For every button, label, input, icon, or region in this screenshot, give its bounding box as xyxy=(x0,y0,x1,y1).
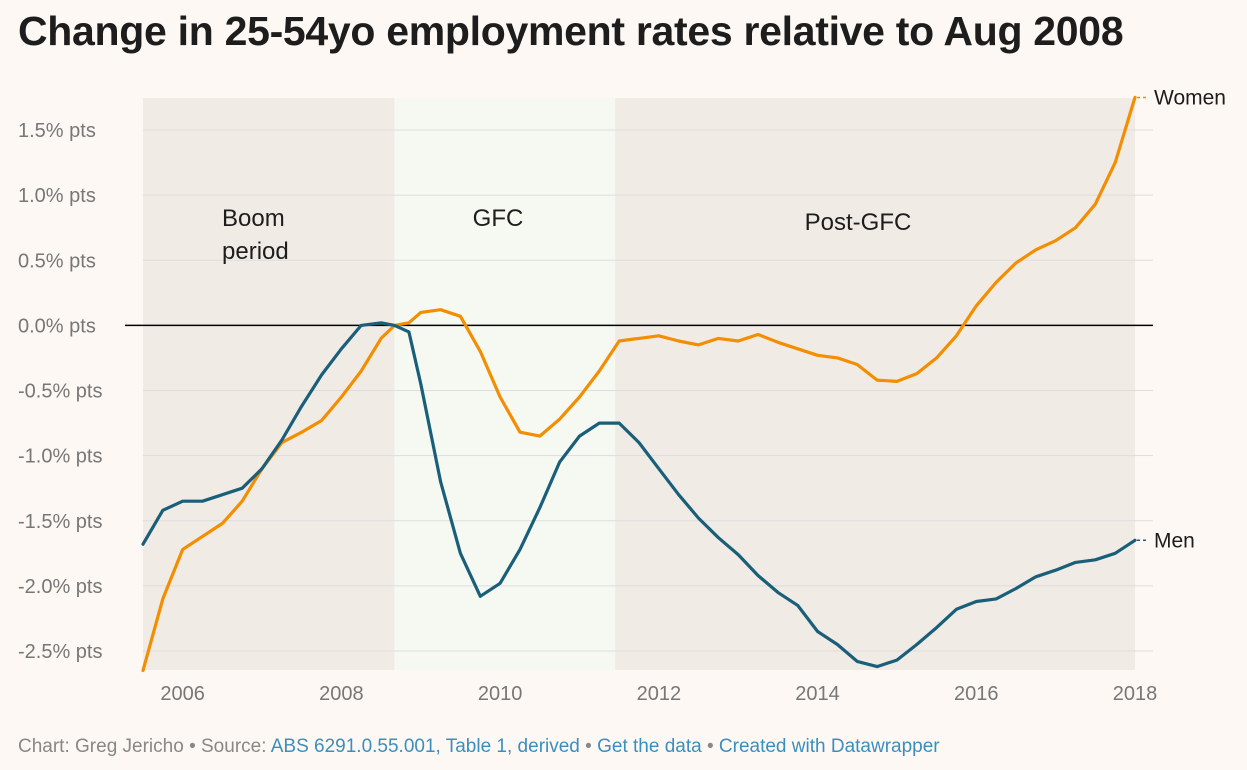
period-band xyxy=(143,98,395,670)
series-label-women: Women xyxy=(1154,86,1226,109)
footer-separator: • xyxy=(579,736,598,757)
x-tick-label: 2014 xyxy=(795,683,840,705)
y-tick-label: -2.0% pts xyxy=(18,576,102,598)
y-tick-label: 1.5% pts xyxy=(18,120,96,142)
y-tick-label: 0.0% pts xyxy=(18,315,96,337)
period-label: Post-GFC xyxy=(805,209,912,236)
x-tick-label: 2008 xyxy=(319,683,364,705)
period-label: Boom xyxy=(222,205,285,232)
y-tick-label: 1.0% pts xyxy=(18,185,96,207)
period-label: GFC xyxy=(473,205,524,232)
y-tick-label: -1.5% pts xyxy=(18,511,102,533)
x-tick-label: 2012 xyxy=(637,683,682,705)
period-label: period xyxy=(222,238,289,265)
datawrapper-link[interactable]: Created with Datawrapper xyxy=(718,736,940,757)
y-tick-label: -1.0% pts xyxy=(18,446,102,468)
x-tick-label: 2010 xyxy=(478,683,523,705)
period-band xyxy=(394,98,616,670)
footer-separator: • Source: xyxy=(183,736,271,757)
series-line-women xyxy=(141,95,1137,673)
y-tick-label: -2.5% pts xyxy=(18,641,102,663)
chart-title: Change in 25-54yo employment rates relat… xyxy=(18,8,1124,54)
period-band xyxy=(615,98,1135,670)
x-tick-label: 2018 xyxy=(1113,683,1158,705)
series-line-men xyxy=(141,321,1137,669)
x-tick-label: 2016 xyxy=(954,683,999,705)
footer-separator: • xyxy=(701,736,719,757)
series-label-men: Men xyxy=(1154,529,1195,552)
y-tick-label: 0.5% pts xyxy=(18,250,96,272)
get-data-link[interactable]: Get the data xyxy=(597,736,702,757)
y-tick-label: -0.5% pts xyxy=(18,381,102,403)
source-link[interactable]: ABS 6291.0.55.001, Table 1, derived xyxy=(270,736,580,757)
line-chart: 1.5% pts 1.0% pts 0.5% pts 0.0% pts -0.5% pt… xyxy=(18,86,1226,705)
x-tick-label: 2006 xyxy=(160,683,205,705)
footer-credit: Chart: Greg Jericho xyxy=(18,736,184,757)
chart-footer: Chart: Greg Jericho • Source: ABS 6291.0… xyxy=(18,736,940,758)
